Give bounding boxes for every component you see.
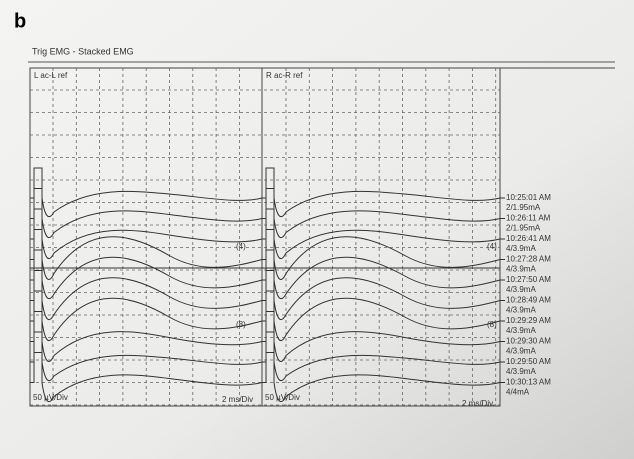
trace-stim: 4/3.9mA: [506, 306, 536, 315]
trace-time: 10:30:13 AM: [506, 378, 551, 387]
emg-trace: [262, 208, 501, 260]
emg-trace: [30, 311, 263, 362]
emg-trace: [262, 352, 501, 403]
emg-trace: [262, 249, 501, 300]
trace-time: 10:29:30 AM: [506, 337, 551, 346]
scale-y: 50 µV/Div: [265, 393, 300, 402]
trace-stim: 4/3.9mA: [506, 367, 536, 376]
trace-time: 10:29:29 AM: [506, 316, 551, 325]
trace-stim: 4/3.9mA: [506, 347, 536, 356]
channel-label: R ac-R ref: [266, 71, 303, 80]
trace-stim: 4/4mA: [506, 388, 530, 397]
emg-trace: [262, 270, 501, 321]
marker: (8): [487, 320, 497, 329]
emg-trace: [30, 249, 263, 300]
emg-trace: [262, 167, 501, 218]
emg-trace: [262, 290, 501, 342]
emg-trace: [30, 270, 263, 321]
emg-trace: [262, 229, 501, 280]
scale-x: 2 ms/Div: [222, 395, 253, 404]
trace-time: 10:26:41 AM: [506, 234, 551, 243]
emg-trace: [262, 188, 501, 239]
trace-time: 10:28:49 AM: [506, 296, 551, 305]
marker: (8): [236, 320, 246, 329]
trace-stim: 4/3.9mA: [506, 265, 536, 274]
trace-time: 10:27:28 AM: [506, 255, 551, 264]
window-title: Trig EMG - Stacked EMG: [32, 46, 134, 56]
trace-time: 10:26:11 AM: [506, 214, 551, 223]
emg-trace: [30, 352, 263, 403]
plot-frame: [29, 67, 501, 407]
trace-stim: 4/3.9mA: [506, 326, 536, 335]
traces: [30, 167, 505, 403]
trace-time: 10:25:01 AM: [506, 193, 551, 202]
scale-y: 50 µV/Div: [33, 393, 68, 402]
trace-stim: 2/1.95mA: [506, 203, 541, 212]
marker: (4): [236, 242, 246, 251]
panel-label: b: [14, 10, 26, 32]
trace-stim: 4/3.9mA: [506, 285, 536, 294]
trace-time: 10:27:50 AM: [506, 275, 551, 284]
trace-stim: 4/3.9mA: [506, 244, 536, 253]
emg-trace: [30, 188, 263, 239]
trace-stim: 2/1.95mA: [506, 224, 541, 233]
emg-trace: [30, 290, 263, 342]
emg-trace: [30, 167, 263, 218]
scale-x: 2 ms/Div: [462, 399, 493, 408]
emg-trace: [30, 208, 263, 260]
emg-trace: [30, 331, 263, 382]
grid: [30, 68, 500, 406]
emg-trace: [30, 229, 263, 280]
trace-time: 10:29:50 AM: [506, 357, 551, 366]
emg-trace: [262, 331, 501, 382]
marker: (4): [487, 242, 497, 251]
emg-trace: [262, 311, 501, 362]
channel-label: L ac-L ref: [34, 71, 68, 80]
